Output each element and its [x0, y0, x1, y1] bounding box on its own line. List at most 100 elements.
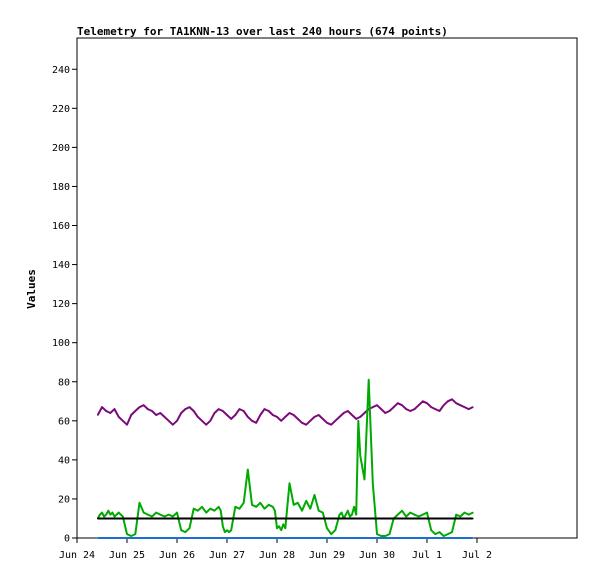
data-point — [280, 529, 283, 531]
data-point — [351, 513, 353, 516]
data-point — [409, 511, 412, 514]
y-axis: 0 20 40 60 80 100 120 140 160 180 200 220 240 — [52, 65, 77, 545]
y-tick-label: 180 — [52, 182, 70, 193]
data-point — [226, 414, 228, 416]
data-point — [309, 507, 312, 510]
data-point — [280, 420, 283, 422]
data-point — [334, 420, 337, 422]
data-point — [338, 513, 341, 516]
data-point — [192, 410, 195, 412]
data-point — [430, 406, 433, 408]
y-tick-label: 220 — [52, 104, 70, 115]
data-point — [380, 408, 383, 410]
data-point — [397, 402, 399, 405]
data-point — [359, 455, 362, 457]
data-point — [334, 529, 337, 531]
data-point — [111, 511, 114, 514]
data-point — [151, 410, 153, 412]
data-point — [434, 533, 437, 535]
data-point — [467, 408, 470, 410]
data-point — [326, 527, 328, 529]
data-point — [209, 420, 212, 422]
data-point — [155, 414, 157, 416]
data-point — [274, 509, 276, 512]
data-point — [349, 515, 351, 518]
data-point — [259, 414, 262, 416]
data-point — [255, 422, 257, 424]
y-tick-label: 0 — [64, 534, 70, 545]
y-tick-label: 20 — [58, 494, 70, 505]
data-point — [142, 404, 145, 407]
data-point — [105, 513, 107, 516]
data-point — [134, 533, 137, 535]
data-point — [263, 408, 266, 410]
data-point — [109, 513, 112, 516]
data-point — [107, 509, 110, 512]
data-point — [220, 509, 222, 512]
data-point — [338, 416, 341, 418]
data-point — [380, 535, 383, 537]
y-tick-label: 240 — [52, 65, 70, 76]
data-point — [159, 412, 162, 414]
y-tick-label: 40 — [58, 455, 70, 466]
data-point — [267, 410, 270, 412]
data-point — [167, 420, 170, 422]
data-point — [384, 535, 387, 537]
data-point — [322, 511, 324, 514]
x-tick-label: Jun 24 — [59, 550, 95, 561]
data-point — [438, 531, 441, 533]
data-point — [147, 513, 149, 516]
data-point — [288, 412, 291, 414]
y-tick-label: 100 — [52, 338, 70, 349]
data-point — [459, 515, 462, 518]
data-point — [267, 504, 270, 506]
data-point — [228, 531, 230, 533]
chart-title: Telemetry for TA1KNN-13 over last 240 ho… — [77, 25, 448, 38]
data-point — [363, 478, 366, 481]
data-point — [330, 533, 333, 535]
data-point — [455, 402, 458, 405]
data-point — [463, 511, 466, 514]
data-point — [297, 502, 299, 504]
data-point — [413, 408, 416, 410]
data-point — [313, 494, 316, 496]
data-point — [434, 408, 437, 410]
data-point — [97, 537, 99, 539]
data-point — [230, 529, 232, 531]
y-axis-label: Values — [25, 269, 38, 309]
data-point — [180, 529, 182, 531]
data-point — [451, 531, 453, 533]
data-point — [105, 410, 107, 412]
data-point — [142, 511, 145, 514]
data-point — [342, 412, 345, 414]
data-point — [472, 511, 474, 514]
data-point — [109, 412, 112, 414]
data-point — [103, 515, 105, 518]
data-point — [405, 515, 408, 518]
data-point — [272, 414, 274, 416]
series-line-2 — [96, 378, 474, 537]
data-point — [201, 420, 203, 422]
data-point — [417, 404, 420, 407]
y-tick-label: 160 — [52, 221, 70, 232]
data-point — [234, 506, 237, 508]
data-point — [101, 511, 103, 514]
x-tick-label: Jun 27 — [209, 550, 245, 561]
y-tick-label: 80 — [58, 377, 70, 388]
data-point — [355, 418, 358, 420]
data-point — [159, 513, 162, 516]
data-point — [234, 414, 237, 416]
data-point — [217, 506, 220, 508]
data-point — [282, 523, 285, 526]
data-point — [192, 507, 195, 510]
y-tick-label: 120 — [52, 299, 70, 310]
y-tick-label: 60 — [58, 416, 70, 427]
data-point — [222, 525, 224, 528]
data-point — [301, 509, 303, 512]
data-point — [113, 408, 116, 410]
data-point — [247, 468, 249, 471]
data-point — [405, 408, 408, 410]
data-point — [388, 410, 391, 412]
data-point — [409, 410, 412, 412]
data-point — [447, 533, 449, 535]
